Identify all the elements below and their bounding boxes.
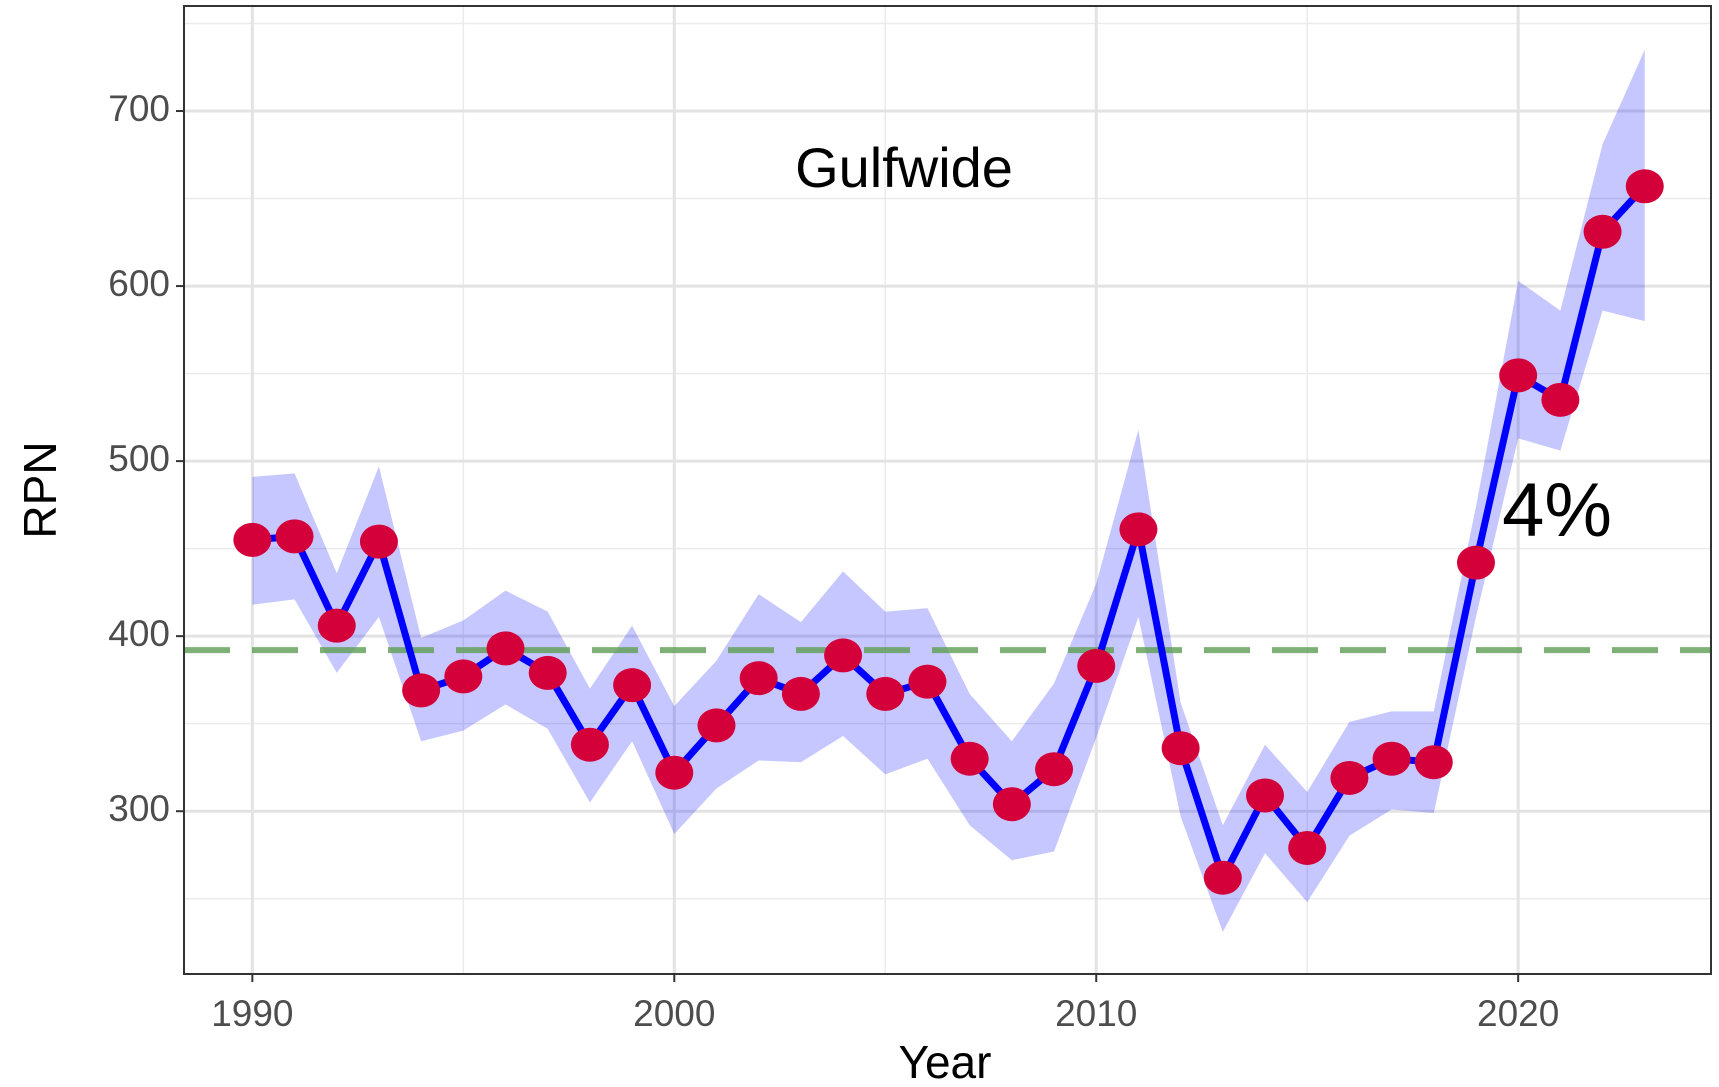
data-point	[1330, 760, 1369, 795]
data-point	[1625, 169, 1664, 204]
data-point	[1499, 358, 1538, 393]
series-line	[252, 183, 1648, 882]
annotation: 4%	[1502, 468, 1612, 553]
data-point	[275, 519, 314, 554]
data-point	[824, 638, 863, 673]
y-tick-label: 500	[108, 438, 170, 479]
y-tick-label: 400	[108, 613, 170, 654]
data-point	[1372, 741, 1411, 776]
x-tick-label: 1990	[211, 993, 293, 1034]
data-point	[992, 787, 1031, 822]
y-tick-label: 700	[108, 88, 170, 129]
data-point	[1161, 731, 1200, 766]
y-tick-label: 300	[108, 788, 170, 829]
chart-title: Gulfwide	[795, 136, 1013, 199]
data-point	[613, 668, 652, 703]
data-point	[1456, 545, 1495, 580]
data-point	[1077, 648, 1116, 683]
x-axis-title: Year	[899, 1036, 992, 1087]
data-point	[1414, 745, 1453, 780]
data-point	[570, 727, 609, 762]
data-point	[317, 608, 356, 643]
data-point	[402, 673, 441, 708]
data-point	[781, 676, 820, 711]
data-point	[1288, 830, 1327, 865]
x-tick-label: 2000	[633, 993, 715, 1034]
data-point	[1541, 382, 1580, 417]
data-point	[486, 631, 525, 666]
data-point	[655, 755, 694, 790]
data-point	[528, 655, 567, 690]
data-point	[950, 741, 989, 776]
data-point	[1035, 752, 1074, 787]
data-point	[1583, 214, 1622, 249]
data-point	[697, 708, 736, 743]
data-point	[739, 661, 778, 696]
data-point	[444, 659, 483, 694]
x-tick-label: 2020	[1477, 993, 1559, 1034]
x-tick-label: 2010	[1055, 993, 1137, 1034]
confidence-band	[252, 49, 1645, 932]
data-point	[908, 664, 947, 699]
data-point	[1246, 778, 1285, 813]
data-point	[1119, 512, 1158, 547]
y-tick-label: 600	[108, 263, 170, 304]
data-point	[1203, 860, 1242, 895]
data-point	[866, 676, 905, 711]
data-point	[359, 524, 398, 559]
y-axis-title: RPN	[14, 441, 66, 538]
plot-border	[183, 5, 1712, 975]
data-point	[233, 522, 272, 557]
